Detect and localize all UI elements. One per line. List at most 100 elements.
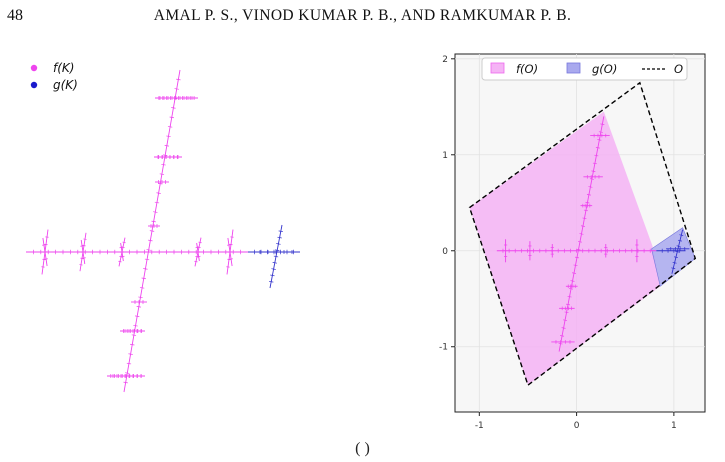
left-fractal-set	[26, 69, 300, 393]
fractal-point-stroke	[162, 154, 168, 156]
fractal-point-stroke	[176, 78, 181, 81]
fractal-point-stroke	[149, 230, 155, 232]
fractal-point-stroke	[229, 258, 233, 260]
y-tick-label: 0	[442, 247, 448, 257]
right-fractal-set	[496, 116, 690, 352]
fractal-point-stroke	[42, 244, 46, 246]
fractal-point-stroke	[154, 201, 160, 204]
fractal-point-stroke	[576, 248, 581, 251]
fractal-point-stroke	[671, 267, 676, 270]
fractal-point-stroke	[570, 280, 575, 282]
fractal-point-stroke	[277, 236, 282, 239]
fractal-point-stroke	[679, 234, 684, 236]
fractal-point-stroke	[153, 211, 158, 213]
fractal-point-stroke	[271, 268, 276, 270]
y-tick-label: -1	[439, 343, 448, 353]
fractal-point-stroke	[592, 162, 597, 165]
figure-svg: f(K) g(K) -1 0 1 -1 0 1 2 f(O) g(O) O	[26, 53, 706, 431]
y-tick-label: 1	[442, 151, 448, 161]
fractal-point-stroke	[130, 343, 135, 346]
legend-swatch-fO	[490, 62, 505, 74]
fractal-point-stroke	[174, 88, 179, 90]
fractal-point-stroke	[598, 131, 603, 133]
fractal-point-stroke	[597, 139, 602, 141]
legend-label-g: g(K)	[53, 78, 78, 92]
fractal-point-stroke	[675, 250, 680, 253]
fractal-point-stroke	[148, 239, 153, 242]
fractal-point-stroke	[273, 255, 279, 258]
fractal-point-stroke	[166, 135, 171, 138]
fractal-point-stroke	[268, 280, 274, 283]
fractal-point-stroke	[673, 256, 678, 259]
fractal-point-stroke	[141, 277, 146, 280]
fractal-point-stroke	[582, 217, 587, 220]
fractal-point-stroke	[600, 123, 605, 125]
fractal-point-stroke	[270, 274, 275, 277]
page-number: 48	[7, 7, 23, 24]
fractal-point-stroke	[118, 260, 122, 263]
fractal-point-stroke	[151, 220, 156, 223]
polygon-fO	[469, 111, 661, 386]
fractal-point-stroke	[121, 246, 125, 248]
fractal-point-stroke	[573, 264, 578, 267]
fractal-point-stroke	[164, 145, 170, 147]
fractal-point-stroke	[171, 107, 176, 109]
fractal-point-stroke	[136, 306, 142, 308]
fractal-point-stroke	[676, 245, 681, 248]
running-head: AMAL P. S., VINOD KUMAR P. B., AND RAMKU…	[153, 7, 572, 24]
fractal-point-stroke	[131, 334, 137, 336]
fractal-point-stroke	[561, 327, 566, 329]
right-legend: f(O) g(O) O	[481, 57, 688, 81]
fractal-point-stroke	[169, 116, 174, 119]
fractal-point-stroke	[146, 249, 151, 251]
legend-label-fO: f(O)	[516, 62, 538, 76]
fractal-point-stroke	[560, 335, 565, 337]
fractal-point-stroke	[591, 170, 596, 172]
fractal-point-stroke	[159, 173, 165, 175]
fractal-point-stroke	[167, 126, 173, 128]
fractal-point-stroke	[272, 262, 278, 264]
fractal-point-stroke	[586, 194, 591, 196]
polygon-O	[468, 81, 697, 387]
fractal-point-stroke	[120, 251, 124, 253]
fractal-point-stroke	[197, 246, 201, 248]
x-tick-label: 1	[671, 421, 677, 431]
left-legend: f(K) g(K)	[30, 61, 78, 92]
fractal-point-stroke	[585, 201, 590, 204]
fractal-point-stroke	[588, 186, 593, 188]
fractal-point-stroke	[594, 154, 599, 157]
fractal-point-stroke	[579, 233, 584, 235]
fractal-point-stroke	[195, 256, 199, 258]
x-tick-label: -1	[475, 421, 484, 431]
fractal-point-stroke	[126, 362, 132, 365]
fractal-point-stroke	[156, 192, 161, 194]
fractal-point-stroke	[123, 381, 128, 384]
fractal-point-stroke	[563, 319, 568, 321]
fractal-point-stroke	[139, 287, 145, 289]
fractal-point-stroke	[198, 241, 202, 244]
legend-label-f: f(K)	[53, 61, 74, 75]
y-tick-label: 2	[442, 55, 448, 65]
legend-marker-f	[30, 64, 38, 72]
fractal-point-stroke	[134, 315, 140, 317]
fractal-point-stroke	[161, 163, 166, 166]
fractal-point-stroke	[128, 353, 133, 355]
fractal-point-stroke	[589, 178, 594, 180]
fractal-point-stroke	[571, 272, 577, 274]
fractal-point-stroke	[143, 268, 148, 270]
fractal-point-stroke	[276, 243, 281, 245]
legend-swatch-gO	[566, 62, 581, 74]
left-panel: f(K) g(K)	[26, 61, 300, 393]
fractal-point-stroke	[566, 303, 571, 306]
fractal-point-stroke	[227, 244, 231, 246]
fractal-point-stroke	[567, 295, 572, 298]
fractal-point-stroke	[677, 239, 682, 242]
fractal-point-stroke	[133, 324, 138, 327]
figure-caption-fragment: ( )	[355, 440, 370, 457]
legend-marker-g	[30, 81, 38, 89]
fractal-point-stroke	[122, 241, 126, 244]
figure: f(K) g(K) -1 0 1 -1 0 1 2 f(O) g(O) O	[0, 40, 725, 462]
fractal-point-stroke	[595, 147, 600, 149]
fractal-point-stroke	[138, 296, 143, 299]
fractal-point-stroke	[274, 249, 280, 251]
